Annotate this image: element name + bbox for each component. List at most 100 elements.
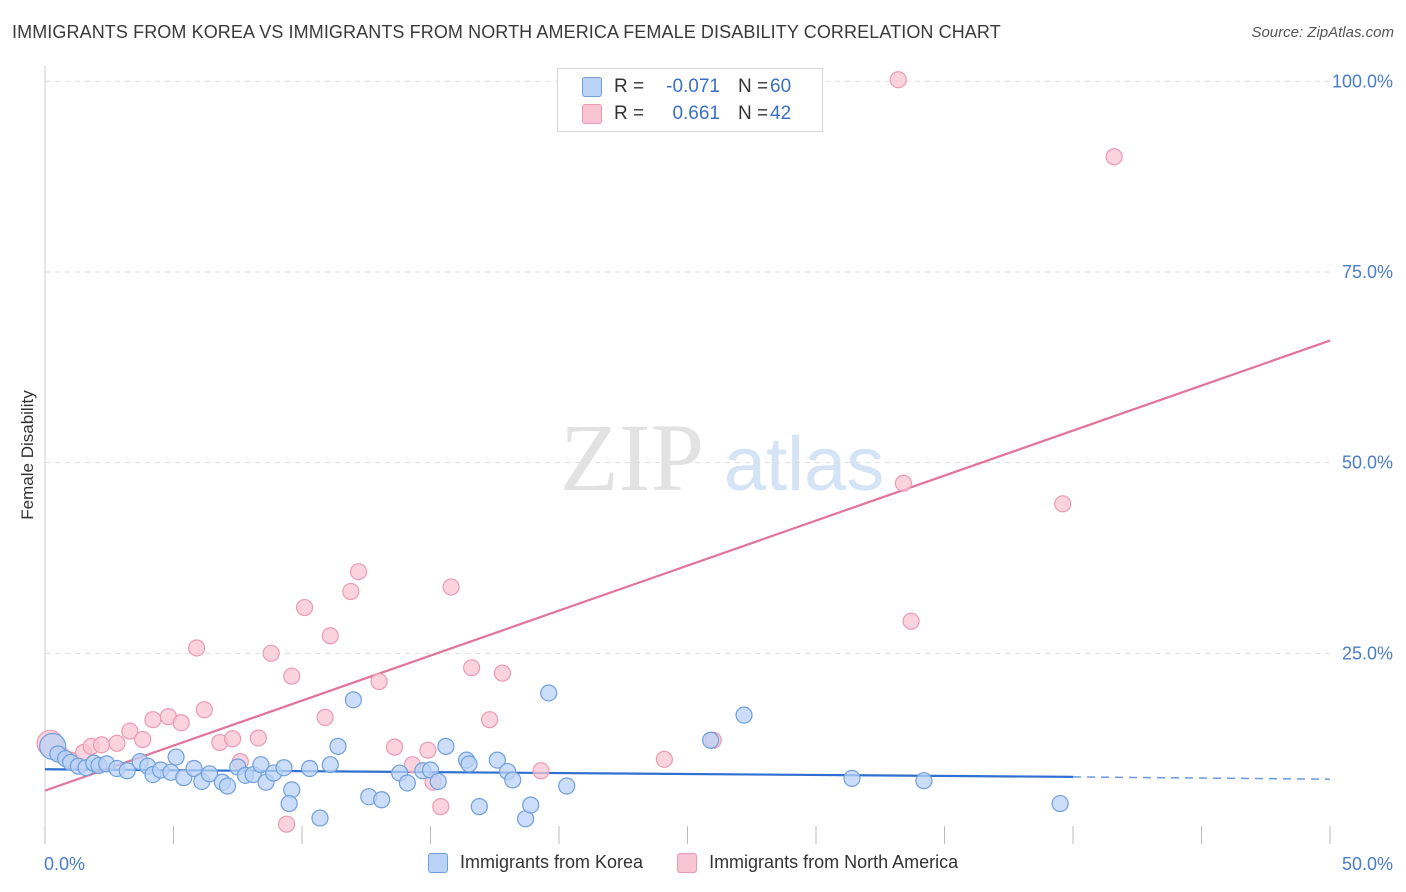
north-america-point bbox=[144, 711, 162, 729]
legend-row-korea: R = -0.071 N = 60 bbox=[582, 74, 791, 100]
north-america-point bbox=[277, 815, 296, 833]
korea-point bbox=[488, 751, 506, 769]
north-america-point bbox=[894, 474, 912, 492]
y-tick-label: 100.0% bbox=[1332, 71, 1393, 91]
x-tick-label: 50.0% bbox=[1342, 854, 1393, 874]
korea-point bbox=[167, 748, 185, 766]
correlation-legend: R = -0.071 N = 60 R = 0.661 N = 42 bbox=[557, 68, 823, 132]
north-america-point bbox=[481, 711, 499, 729]
korea-point bbox=[460, 755, 478, 773]
north-america-swatch-icon bbox=[582, 104, 602, 124]
korea-point bbox=[118, 762, 136, 780]
korea-legend-icon bbox=[428, 852, 448, 873]
y-tick-label: 50.0% bbox=[1342, 453, 1393, 473]
korea-point bbox=[252, 756, 270, 774]
north-america-point bbox=[532, 762, 550, 780]
north-america-point bbox=[92, 736, 111, 754]
north-america-point bbox=[493, 664, 512, 682]
north-america-point bbox=[108, 734, 126, 752]
n-label: N = bbox=[738, 76, 769, 97]
north-america-point bbox=[283, 667, 301, 685]
north-america-point bbox=[1054, 495, 1072, 513]
north-america-point bbox=[316, 708, 334, 726]
korea-point bbox=[344, 691, 362, 709]
tick-labels: 25.0% 50.0% 75.0% 100.0% 0.0% 50.0% bbox=[44, 71, 1393, 874]
north-america-point bbox=[419, 741, 437, 759]
north-america-point bbox=[385, 738, 404, 756]
north-america-point bbox=[224, 730, 242, 748]
north-america-point bbox=[134, 730, 152, 749]
r-value: 0.661 bbox=[672, 103, 720, 124]
watermark-zip: ZIP bbox=[560, 404, 704, 511]
korea-point bbox=[702, 731, 720, 749]
korea-point bbox=[321, 756, 339, 774]
y-tick-label: 25.0% bbox=[1342, 643, 1393, 663]
korea-point bbox=[540, 684, 558, 702]
north-america-point bbox=[195, 701, 213, 719]
legend-label: Immigrants from Korea bbox=[460, 852, 644, 872]
north-america-point bbox=[370, 672, 388, 691]
north-america-point bbox=[432, 798, 450, 816]
legend-label: Immigrants from North America bbox=[709, 852, 959, 872]
korea-point bbox=[373, 791, 391, 809]
korea-point bbox=[311, 809, 329, 827]
north-america-point bbox=[249, 729, 267, 747]
korea-point bbox=[218, 777, 237, 795]
watermark: ZIP atlas bbox=[560, 404, 884, 511]
y-tick-label: 75.0% bbox=[1342, 262, 1393, 282]
korea-point bbox=[735, 706, 753, 724]
korea-point bbox=[1051, 794, 1069, 813]
korea-point bbox=[200, 765, 219, 783]
grid bbox=[45, 80, 1330, 654]
r-label: R = bbox=[614, 76, 645, 97]
data-points bbox=[36, 71, 1123, 833]
chart-title: IMMIGRANTS FROM KOREA VS IMMIGRANTS FROM… bbox=[12, 22, 1001, 42]
korea-point bbox=[429, 772, 447, 791]
korea-point bbox=[329, 737, 347, 755]
r-value: -0.071 bbox=[666, 76, 720, 97]
legend-item-korea[interactable]: Immigrants from Korea bbox=[428, 852, 643, 873]
korea-point bbox=[504, 771, 522, 789]
legend-row-north-america: R = 0.661 N = 42 bbox=[582, 101, 791, 127]
north-america-point bbox=[172, 714, 190, 732]
legend-item-north-america[interactable]: Immigrants from North America bbox=[677, 852, 958, 873]
north-america-point bbox=[295, 598, 314, 617]
korea-point bbox=[301, 759, 319, 778]
korea-point bbox=[185, 759, 203, 778]
korea-swatch-icon bbox=[582, 77, 602, 97]
r-label: R = bbox=[614, 103, 645, 124]
north-america-point bbox=[188, 639, 206, 657]
korea-point bbox=[558, 777, 576, 795]
korea-point bbox=[522, 796, 540, 814]
korea-trend-extension bbox=[1072, 776, 1331, 780]
north-america-trend-line bbox=[44, 339, 1331, 792]
north-america-point bbox=[262, 644, 280, 662]
watermark-atlas: atlas bbox=[724, 422, 885, 507]
north-america-point bbox=[902, 612, 920, 630]
korea-point bbox=[843, 769, 861, 788]
korea-point bbox=[280, 794, 298, 813]
north-america-point bbox=[321, 627, 339, 645]
north-america-point bbox=[655, 750, 673, 768]
series-legend: Immigrants from Korea Immigrants from No… bbox=[428, 852, 992, 873]
korea-point bbox=[470, 798, 488, 816]
korea-point bbox=[398, 774, 416, 792]
korea-point bbox=[437, 737, 455, 755]
north-america-point bbox=[442, 578, 460, 596]
north-america-point bbox=[121, 722, 139, 740]
north-america-point bbox=[889, 71, 907, 89]
n-value: 42 bbox=[770, 103, 792, 124]
north-america-point bbox=[342, 582, 360, 601]
n-value: 60 bbox=[770, 76, 792, 97]
korea-point bbox=[275, 759, 293, 777]
korea-point bbox=[915, 772, 933, 790]
north-america-point bbox=[1105, 148, 1123, 166]
north-america-legend-icon bbox=[677, 852, 698, 873]
north-america-point bbox=[349, 563, 368, 581]
axes bbox=[44, 66, 1331, 844]
n-label: N = bbox=[738, 103, 769, 124]
x-tick-label: 0.0% bbox=[44, 854, 85, 874]
source-label: Source: ZipAtlas.com bbox=[1251, 24, 1394, 41]
north-america-point bbox=[463, 659, 481, 677]
